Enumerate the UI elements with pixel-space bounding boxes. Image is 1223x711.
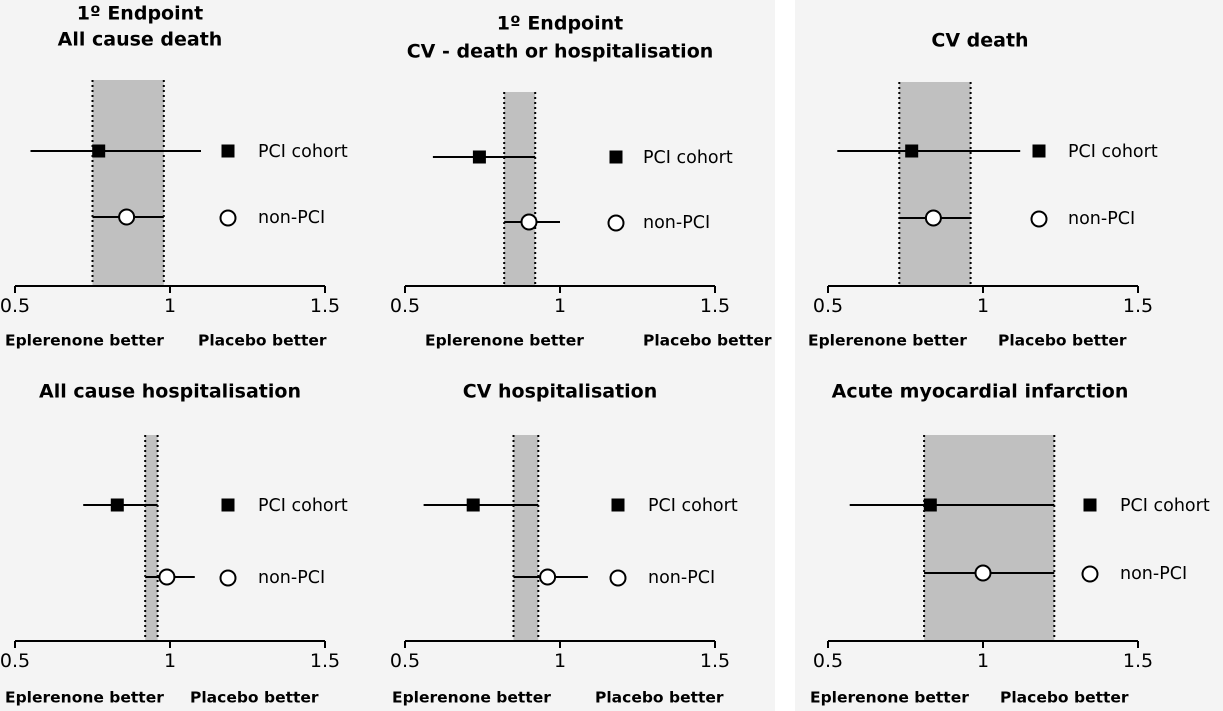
legend-nonpci-circle-icon: [219, 209, 237, 227]
reference-band: [145, 435, 158, 641]
x-tick-label: 1: [554, 650, 566, 672]
x-tick-label: 1: [977, 650, 989, 672]
nonpci-estimate-marker: [158, 568, 176, 586]
nonpci-estimate-marker: [924, 209, 942, 227]
x-tick-label: 1.5: [700, 295, 730, 317]
legend-label: PCI cohort: [643, 148, 733, 168]
eplerenone-better-label: Eplerenone better: [808, 332, 967, 350]
legend-label: PCI cohort: [1120, 496, 1210, 516]
x-tick-label: 1: [164, 295, 176, 317]
chart-title-line: 1º Endpoint: [77, 3, 203, 25]
x-tick-label: 0.5: [0, 650, 30, 672]
x-tick-label: 1.5: [1123, 650, 1153, 672]
legend-nonpci-circle-icon: [607, 214, 625, 232]
legend-nonpci-circle-icon: [609, 569, 627, 587]
x-tick-label: 1.5: [700, 650, 730, 672]
reference-band: [899, 82, 971, 286]
eplerenone-better-label: Eplerenone better: [425, 332, 584, 350]
legend-pci-square-icon: [221, 498, 235, 512]
placebo-better-label: Placebo better: [643, 332, 772, 350]
x-tick-label: 0.5: [390, 650, 420, 672]
chart-title-line: 1º Endpoint: [497, 13, 623, 35]
legend-label: PCI cohort: [648, 496, 738, 516]
nonpci-estimate-marker: [520, 213, 538, 231]
nonpci-estimate-marker: [539, 568, 557, 586]
forest-panel-4: 0.5 1 1.5 All cause hospitalisation Eplereno…: [0, 358, 395, 711]
chart-title-line: CV death: [931, 30, 1028, 52]
pci-estimate-marker: [472, 150, 486, 164]
forest-panel-3: 0.5 1 1.5 CV death Eplerenone better Placebo …: [795, 0, 1223, 358]
legend-label: non-PCI: [648, 568, 715, 588]
reference-band: [513, 435, 539, 641]
legend-label: non-PCI: [258, 568, 325, 588]
eplerenone-better-label: Eplerenone better: [5, 689, 164, 707]
pci-estimate-marker: [905, 144, 919, 158]
eplerenone-better-label: Eplerenone better: [810, 689, 969, 707]
chart-title-line: CV - death or hospitalisation: [407, 41, 714, 63]
placebo-better-label: Placebo better: [595, 689, 724, 707]
pci-estimate-marker: [923, 498, 937, 512]
pci-estimate-marker: [466, 498, 480, 512]
chart-title-line: All cause hospitalisation: [39, 381, 301, 403]
placebo-better-label: Placebo better: [998, 332, 1127, 350]
pci-estimate-marker: [92, 144, 106, 158]
legend-pci-square-icon: [1032, 144, 1046, 158]
x-tick-label: 1: [977, 295, 989, 317]
forest-panel-5: 0.5 1 1.5 CV hospitalisation Eplerenone bett…: [390, 358, 775, 711]
legend-nonpci-circle-icon: [219, 569, 237, 587]
x-tick-label: 1.5: [1123, 295, 1153, 317]
panel-background: [395, 358, 775, 711]
legend-label: non-PCI: [258, 208, 325, 228]
chart-title-line: Acute myocardial infarction: [832, 381, 1129, 403]
x-tick-label: 0.5: [0, 295, 30, 317]
legend-pci-square-icon: [611, 498, 625, 512]
x-tick-label: 0.5: [390, 295, 420, 317]
legend-label: PCI cohort: [258, 496, 348, 516]
placebo-better-label: Placebo better: [190, 689, 319, 707]
reference-band: [92, 80, 164, 286]
x-tick-label: 0.5: [813, 295, 843, 317]
legend-nonpci-circle-icon: [1081, 565, 1099, 583]
panel-background: [795, 0, 1223, 358]
x-tick-label: 0.5: [813, 650, 843, 672]
legend-label: PCI cohort: [258, 142, 348, 162]
x-tick-label: 1: [164, 650, 176, 672]
placebo-better-label: Placebo better: [1000, 689, 1129, 707]
reference-band: [924, 435, 1055, 641]
legend-pci-square-icon: [221, 144, 235, 158]
x-tick-label: 1: [554, 295, 566, 317]
nonpci-estimate-marker: [974, 564, 992, 582]
eplerenone-better-label: Eplerenone better: [5, 332, 164, 350]
placebo-better-label: Placebo better: [198, 332, 327, 350]
x-tick-label: 1.5: [310, 295, 340, 317]
panel-background: [395, 0, 775, 358]
eplerenone-better-label: Eplerenone better: [392, 689, 551, 707]
panel-background: [0, 358, 395, 711]
reference-band: [504, 92, 536, 286]
legend-label: non-PCI: [643, 213, 710, 233]
legend-pci-square-icon: [609, 150, 623, 164]
forest-panel-1: 0.5 1 1.5 1º Endpoint All cause death Epleren…: [0, 0, 395, 358]
legend-pci-square-icon: [1083, 498, 1097, 512]
panel-background: [0, 0, 395, 358]
nonpci-estimate-marker: [118, 208, 136, 226]
forest-panel-6: 0.5 1 1.5 Acute myocardial infarction Eplere…: [795, 358, 1223, 711]
pci-estimate-marker: [110, 498, 124, 512]
forest-panel-2: 0.5 1 1.5 1º Endpoint CV - death or hospital…: [390, 0, 775, 358]
legend-nonpci-circle-icon: [1030, 210, 1048, 228]
legend-label: non-PCI: [1120, 564, 1187, 584]
legend-label: non-PCI: [1068, 209, 1135, 229]
chart-title-line: CV hospitalisation: [463, 381, 658, 403]
legend-label: PCI cohort: [1068, 142, 1158, 162]
chart-title-line: All cause death: [58, 29, 223, 51]
x-tick-label: 1.5: [310, 650, 340, 672]
